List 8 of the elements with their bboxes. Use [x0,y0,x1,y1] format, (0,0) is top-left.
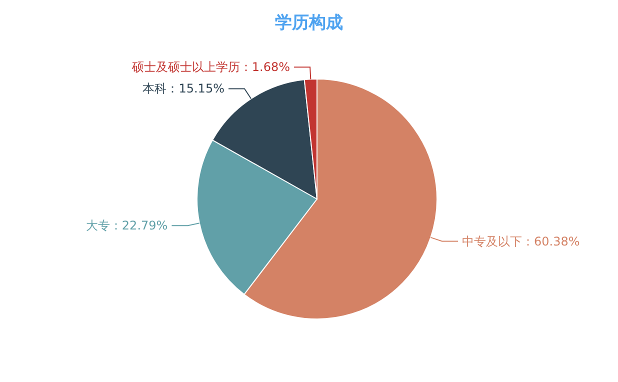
pie-slice [304,78,318,200]
pie-slice [244,78,438,320]
chart-title: 学历构成 [275,13,343,33]
slice-label: 硕士及硕士以上学历：1.68% [130,60,290,74]
slice-label: 中专及以下：60.38% [462,234,580,248]
slice-label: 本科：15.15% [142,82,224,96]
slice-label: 大专：22.79% [86,218,168,233]
pie-slice [196,140,318,295]
